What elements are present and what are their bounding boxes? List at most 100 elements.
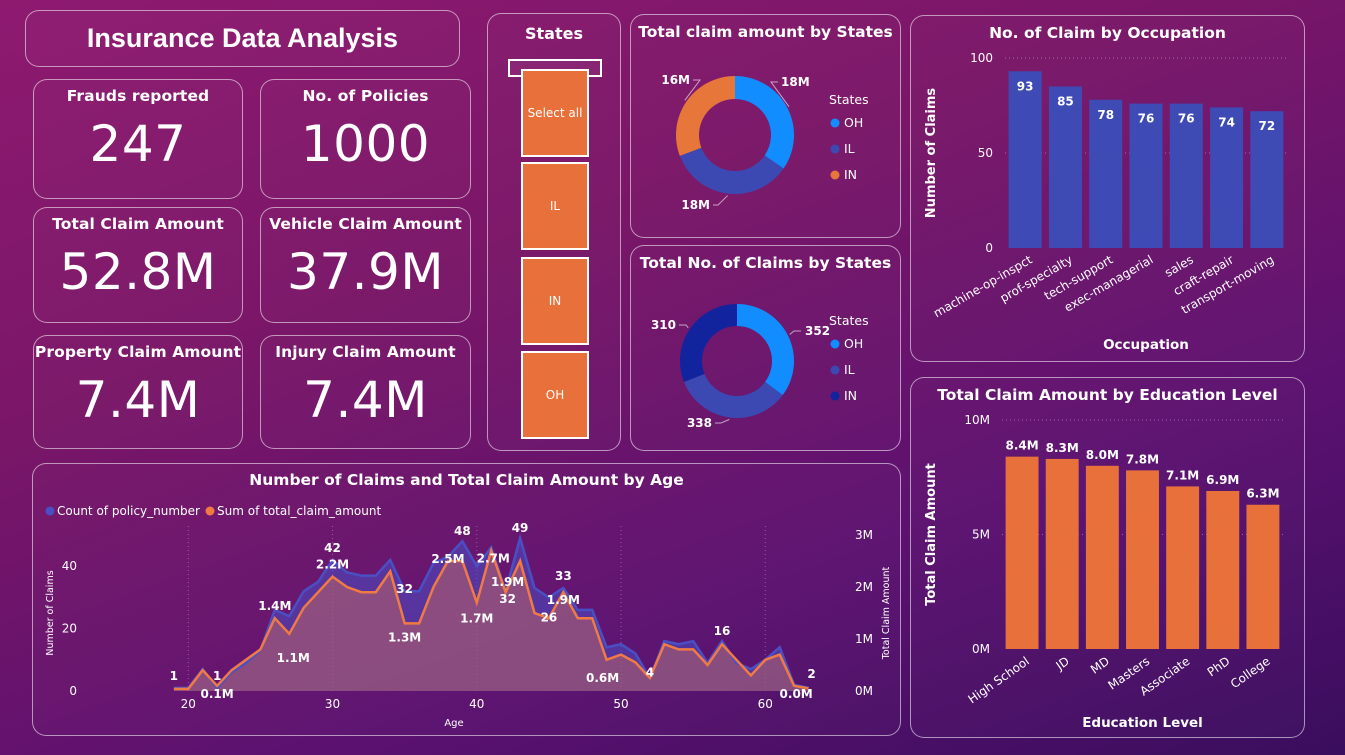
slicer-option-select-all[interactable]: Select all [521, 69, 589, 157]
age-area-chart[interactable]: Count of policy_number Sum of total_claim… [33, 464, 902, 737]
y2-tick-label: 0M [855, 684, 873, 698]
amount-line [173, 546, 809, 691]
slicer-option-label: IN [548, 294, 562, 308]
bar [1126, 470, 1159, 649]
slicer-option-il[interactable]: IL [521, 162, 589, 250]
kpi-injury-claim-amount[interactable]: Injury Claim Amount 7.4M [260, 335, 471, 449]
y-tick-label: 100 [970, 51, 993, 65]
bar [1129, 103, 1163, 248]
donut-data-label: 18M [781, 75, 810, 89]
page-title-text: Insurance Data Analysis [86, 23, 399, 53]
x-tick-label: 60 [758, 697, 773, 711]
donut-count-chart[interactable]: 352 338 310 States OH IL IN [631, 246, 902, 452]
legend-title: States [829, 92, 869, 107]
point-data-label: 2.7M [477, 552, 510, 566]
y-tick-label: 0 [985, 241, 993, 255]
chart-title: Number of Claims and Total Claim Amount … [249, 471, 684, 489]
kpi-label: Frauds reported [66, 87, 210, 105]
slicer-option-in[interactable]: IN [521, 257, 589, 345]
slicer-option-oh[interactable]: OH [521, 351, 589, 439]
chart-title: Total claim amount by States [638, 23, 893, 41]
slicer-title: States [525, 24, 583, 43]
kpi-label: Vehicle Claim Amount [269, 215, 462, 233]
point-data-label: 2.2M [316, 558, 349, 572]
bar-data-label: 7.1M [1166, 468, 1199, 482]
bar-data-label: 6.9M [1206, 473, 1239, 487]
slicer-option-label: OH [545, 388, 565, 402]
y-tick-label: 40 [62, 559, 77, 573]
legend-label: IN [844, 167, 857, 182]
legend-marker [830, 391, 840, 401]
donut-data-label: 18M [681, 198, 710, 212]
point-data-label: 1 [170, 669, 178, 683]
bar-data-label: 6.3M [1246, 487, 1279, 501]
donut-leader-line [789, 330, 801, 335]
point-data-label: 0.0M [780, 687, 813, 701]
donut-leader-line [713, 195, 728, 206]
bar-data-label: 8.3M [1046, 441, 1079, 455]
bar [1246, 504, 1280, 649]
kpi-value: 52.8M [59, 243, 217, 301]
legend-marker [830, 365, 840, 375]
point-data-label: 4 [646, 666, 654, 680]
legend-label: IL [844, 141, 855, 156]
x-axis-title: Age [444, 718, 463, 729]
donut-data-label: 338 [687, 416, 712, 430]
bar-data-label: 7.8M [1126, 452, 1159, 466]
bar [1206, 490, 1240, 649]
kpi-value: 7.4M [303, 371, 428, 429]
kpi-total-claim-amount[interactable]: Total Claim Amount 52.8M [33, 207, 243, 323]
x-tick-label: 40 [469, 697, 484, 711]
donut-amount-chart[interactable]: 18M 18M 16M States OH IL IN [631, 15, 902, 239]
point-data-label: 1.9M [547, 593, 580, 607]
bar [1169, 103, 1203, 248]
point-data-label: 0.6M [586, 671, 619, 685]
kpi-frauds-reported[interactable]: Frauds reported 247 [33, 79, 243, 199]
y2-axis-title: Total Claim Amount [881, 566, 892, 660]
kpi-value: 247 [89, 115, 187, 173]
donut-slice-il [684, 373, 783, 418]
y2-tick-label: 1M [855, 632, 873, 646]
kpi-no-of-policies[interactable]: No. of Policies 1000 [260, 79, 471, 199]
donut-data-label: 16M [661, 73, 690, 87]
occupation-panel: No. of Claim by Occupation 0 50 100 93 machi… [910, 15, 1305, 362]
bar [1008, 71, 1042, 248]
bar [1210, 107, 1244, 249]
education-panel: Total Claim Amount by Education Level 0M… [910, 377, 1305, 738]
bar-data-label: 93 [1017, 79, 1034, 93]
x-tick-label: High School [965, 654, 1031, 706]
bar [1085, 465, 1119, 649]
kpi-vehicle-claim-amount[interactable]: Vehicle Claim Amount 37.9M [260, 207, 471, 323]
point-data-label: 1.9M [491, 575, 524, 589]
donut-data-label: 352 [805, 324, 830, 338]
donut-slice-in [680, 304, 737, 382]
slicer-option-label: Select all [527, 106, 583, 120]
bar [1089, 99, 1123, 248]
y-tick-label: 50 [978, 146, 993, 160]
donut-amount-panel: Total claim amount by States 18M 18M 16M St… [630, 14, 901, 238]
chart-title: Total Claim Amount by Education Level [937, 386, 1278, 404]
legend-marker [205, 506, 215, 516]
point-data-label: 1.4M [258, 599, 291, 613]
point-data-label: 33 [555, 569, 572, 583]
bar [1048, 86, 1082, 248]
point-data-label: 1.1M [277, 651, 310, 665]
point-data-label: 2 [807, 667, 815, 681]
point-data-label: 16 [714, 624, 731, 638]
y-axis-title: Number of Claims [45, 570, 56, 655]
y-tick-label: 20 [62, 622, 77, 636]
occupation-bar-chart[interactable]: 05010093machine-op-inspct85prof-specialt… [911, 16, 1306, 363]
donut-count-panel: Total No. of Claims by States 352 338 310 S… [630, 245, 901, 451]
y-tick-label: 10M [964, 413, 990, 427]
y-tick-label: 5M [972, 528, 990, 542]
point-data-label: 32 [499, 592, 516, 606]
y-tick-label: 0M [972, 642, 990, 656]
kpi-property-claim-amount[interactable]: Property Claim Amount 7.4M [33, 335, 243, 449]
x-tick-label: 30 [325, 697, 340, 711]
bar-data-label: 76 [1138, 112, 1155, 126]
legend-marker [45, 506, 55, 516]
bar [1166, 486, 1200, 649]
slicer-option-label: IL [549, 199, 561, 213]
point-data-label: 42 [324, 541, 341, 555]
